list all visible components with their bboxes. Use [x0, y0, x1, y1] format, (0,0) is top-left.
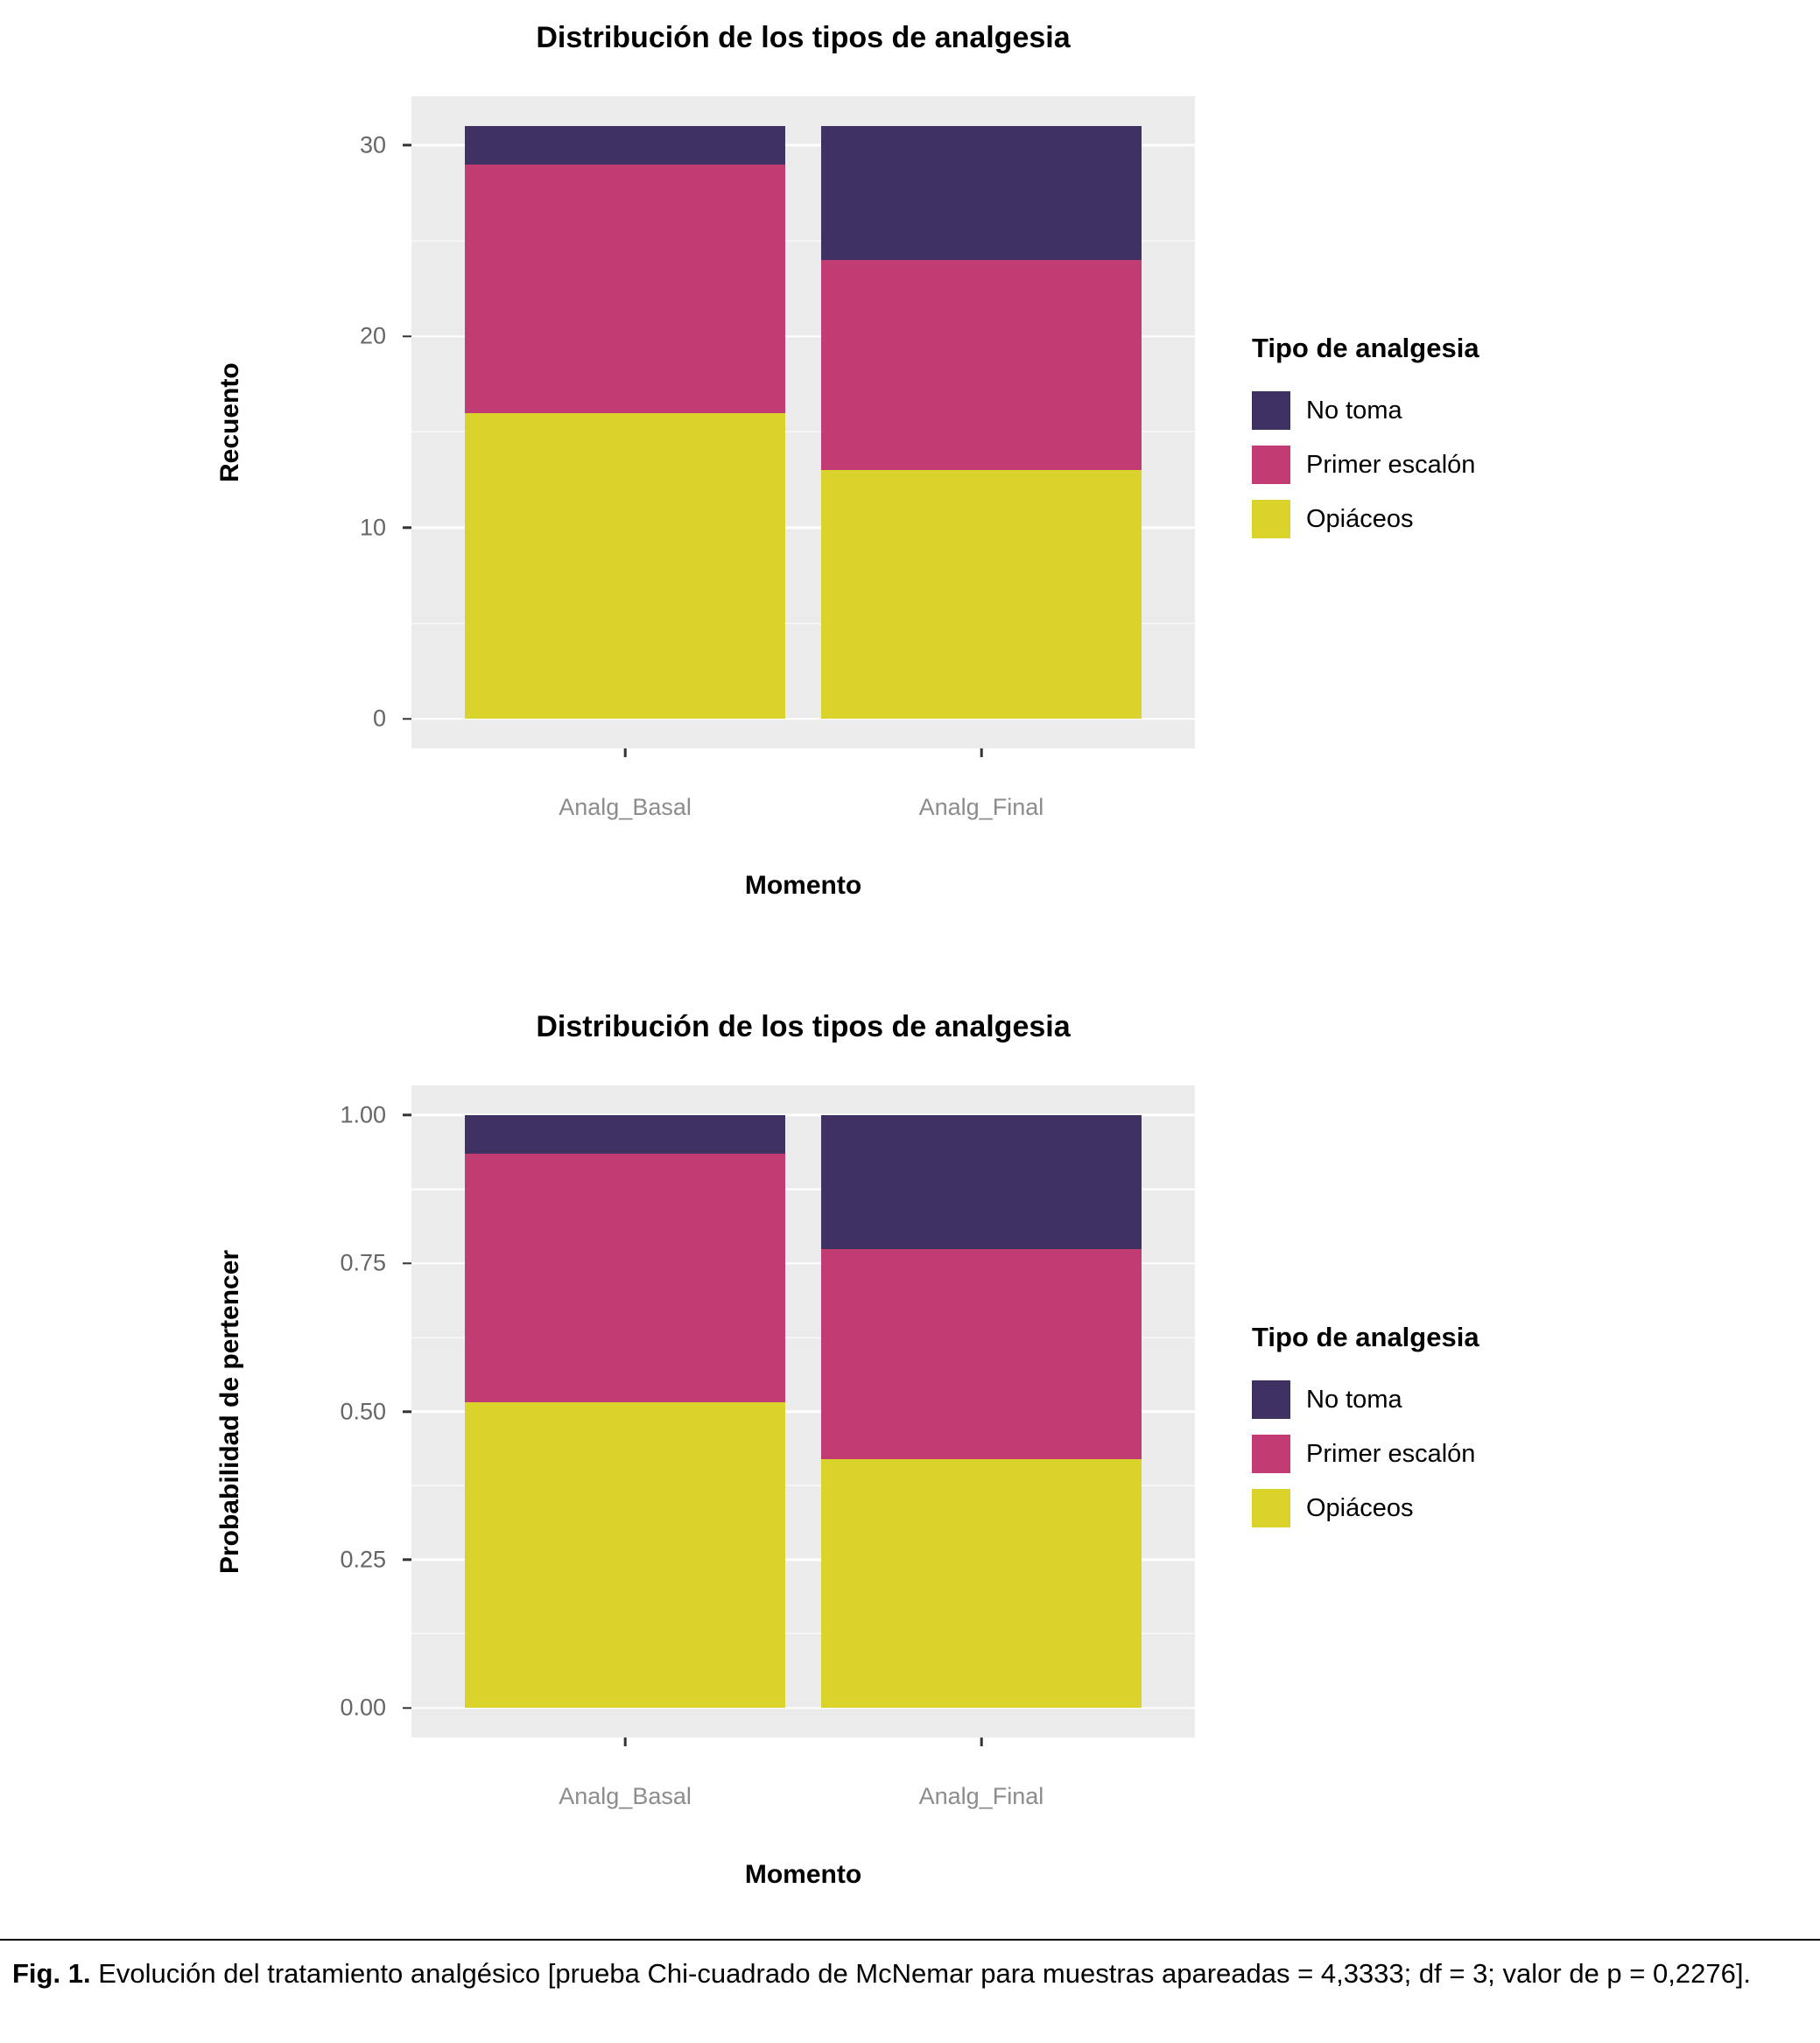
- x-tick-label: Analg_Basal: [559, 794, 692, 820]
- bar-segment-primer-escalón: [465, 1153, 786, 1402]
- legend-swatch-no-toma: [1252, 1380, 1290, 1419]
- bar-segment-opiáceos: [820, 470, 1142, 720]
- y-axis-title: Probabilidad de pertencer: [215, 1249, 244, 1574]
- y-tick-mark: [403, 717, 411, 720]
- legend-label-opiaceos: Opiáceos: [1306, 1493, 1414, 1522]
- gridline-major: [411, 334, 1195, 338]
- y-tick-mark: [403, 1410, 411, 1413]
- bar-segment-opiáceos: [465, 1401, 786, 1709]
- legend: Tipo de analgesia No toma Primer escalón…: [1252, 333, 1803, 546]
- x-tick-mark: [980, 1738, 983, 1746]
- y-axis: 0 10 20 30: [254, 96, 411, 748]
- y-tick-mark: [403, 1261, 411, 1265]
- gridline-major: [411, 526, 1195, 529]
- plot-panel: [411, 96, 1195, 748]
- gridline-major: [411, 1558, 1195, 1562]
- legend-entry: No toma: [1252, 1373, 1803, 1427]
- gridline-major: [411, 144, 1195, 147]
- gridline-major: [411, 1706, 1195, 1710]
- legend-label-primer-escalon: Primer escalón: [1306, 1439, 1476, 1468]
- y-tick-mark: [403, 1113, 411, 1117]
- legend-label-opiaceos: Opiáceos: [1306, 504, 1414, 533]
- figure-caption-text: Evolución del tratamiento analgésico [pr…: [98, 1958, 1752, 1989]
- gridline-major: [411, 1113, 1195, 1117]
- y-tick-mark: [403, 334, 411, 338]
- x-tick-mark: [980, 748, 983, 757]
- legend-entry: No toma: [1252, 383, 1803, 438]
- gridline-minor: [411, 240, 1195, 242]
- gridline-minor: [411, 622, 1195, 624]
- legend-entry: Primer escalón: [1252, 1427, 1803, 1481]
- y-tick-mark: [403, 1706, 411, 1710]
- gridline-major: [411, 1410, 1195, 1413]
- bar-segment-no-toma: [820, 125, 1142, 260]
- x-axis: Analg_Basal Analg_Final: [411, 1738, 1195, 1860]
- legend-swatch-no-toma: [1252, 391, 1290, 430]
- bar-segment-no-toma: [465, 125, 786, 165]
- bar-segment-primer-escalón: [820, 1248, 1142, 1460]
- legend-label-no-toma: No toma: [1306, 396, 1402, 425]
- x-tick-mark: [623, 1738, 627, 1746]
- bar-segment-primer-escalón: [820, 259, 1142, 471]
- figure-caption: Fig. 1. Evolución del tratamiento analgé…: [0, 1939, 1820, 1992]
- bar-segment-primer-escalón: [465, 164, 786, 413]
- y-axis-title: Recuento: [215, 362, 244, 482]
- legend: Tipo de analgesia No toma Primer escalón…: [1252, 1322, 1803, 1535]
- y-tick-mark: [403, 1558, 411, 1562]
- y-tick-mark: [403, 144, 411, 147]
- y-axis: 0.00 0.25 0.50 0.75 1.00: [254, 1085, 411, 1738]
- legend-entry: Opiáceos: [1252, 492, 1803, 546]
- legend-entry: Primer escalón: [1252, 438, 1803, 492]
- x-tick-label: Analg_Final: [918, 794, 1044, 820]
- figure-caption-label: Fig. 1.: [12, 1958, 91, 1989]
- gridline-minor: [411, 1485, 1195, 1486]
- plot-panel: [411, 1085, 1195, 1738]
- bar-segment-no-toma: [820, 1114, 1142, 1249]
- chart-title: Distribución de los tipos de analgesia: [536, 1010, 1071, 1043]
- legend-swatch-primer-escalon: [1252, 446, 1290, 484]
- bar-segment-no-toma: [465, 1114, 786, 1154]
- legend-swatch-opiaceos: [1252, 500, 1290, 538]
- y-tick-label: 20: [359, 322, 386, 349]
- legend-label-primer-escalon: Primer escalón: [1306, 450, 1476, 479]
- x-tick-label: Analg_Final: [918, 1783, 1044, 1809]
- y-tick-label: 0.25: [340, 1546, 386, 1573]
- chart-title: Distribución de los tipos de analgesia: [536, 21, 1071, 54]
- legend-title: Tipo de analgesia: [1252, 1322, 1479, 1352]
- gridline-major: [411, 1261, 1195, 1265]
- legend-label-no-toma: No toma: [1306, 1385, 1402, 1414]
- x-tick-label: Analg_Basal: [559, 1783, 692, 1809]
- bar-segment-opiáceos: [820, 1459, 1142, 1709]
- y-tick-label: 0.75: [340, 1249, 386, 1276]
- chart-recuento: Distribución de los tipos de analgesia R…: [0, 9, 1820, 923]
- gridline-major: [411, 717, 1195, 720]
- y-tick-label: 0.00: [340, 1694, 386, 1721]
- y-tick-label: 0: [372, 705, 386, 732]
- gridline-minor: [411, 1188, 1195, 1190]
- legend-title: Tipo de analgesia: [1252, 333, 1479, 363]
- y-tick-label: 0.50: [340, 1398, 386, 1424]
- y-tick-label: 10: [359, 514, 386, 541]
- y-tick-mark: [403, 526, 411, 529]
- gridline-minor: [411, 1632, 1195, 1635]
- bar-segment-opiáceos: [465, 412, 786, 720]
- x-axis-title: Momento: [744, 1860, 862, 1889]
- x-tick-mark: [623, 748, 627, 757]
- legend-swatch-opiaceos: [1252, 1489, 1290, 1527]
- legend-entry: Opiáceos: [1252, 1481, 1803, 1535]
- y-tick-label: 1.00: [340, 1101, 386, 1128]
- y-tick-label: 30: [359, 131, 386, 158]
- chart-probabilidad: Distribución de los tipos de analgesia P…: [0, 998, 1820, 1913]
- x-axis: Analg_Basal Analg_Final: [411, 748, 1195, 871]
- x-axis-title: Momento: [744, 871, 862, 900]
- legend-swatch-primer-escalon: [1252, 1435, 1290, 1473]
